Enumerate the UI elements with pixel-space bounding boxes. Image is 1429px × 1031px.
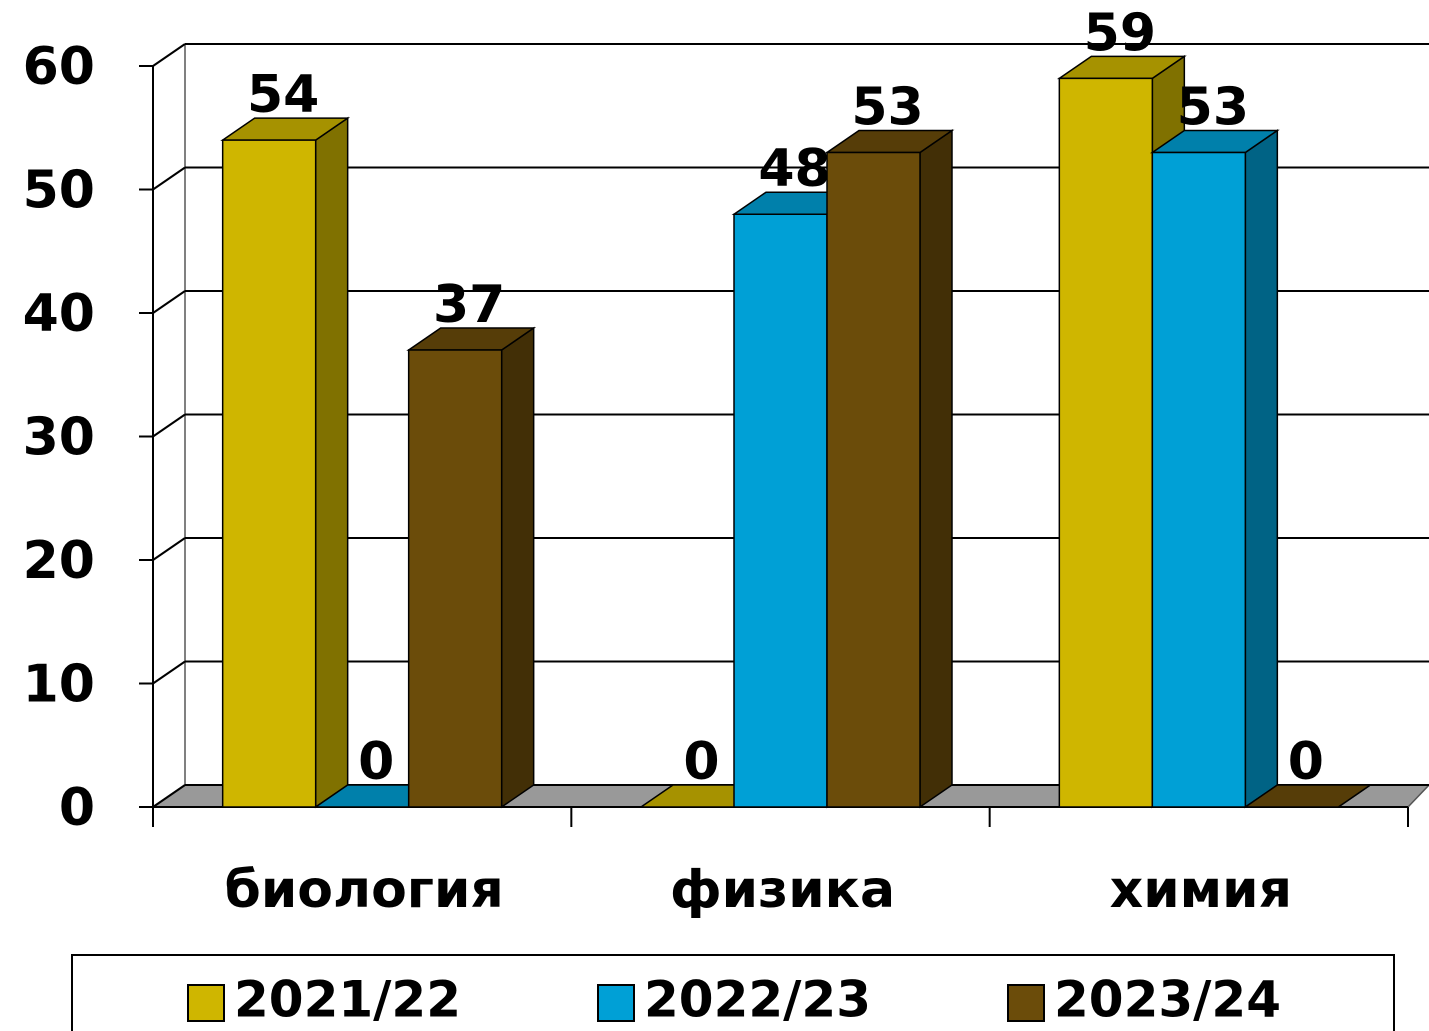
y-tick-label: 10 xyxy=(23,655,95,715)
y-tick-label: 60 xyxy=(23,37,95,97)
grid-line-side xyxy=(152,413,186,438)
legend-label: 2021/22 xyxy=(234,971,461,1029)
grid-line-side xyxy=(152,660,186,685)
y-tick-label: 50 xyxy=(23,161,95,221)
x-tick-label: химия xyxy=(1110,860,1292,920)
legend-swatch xyxy=(1007,984,1045,1022)
bar xyxy=(220,116,351,809)
y-tick-label: 40 xyxy=(23,284,95,344)
grid-line-side xyxy=(152,784,186,808)
value-label: 37 xyxy=(433,275,505,335)
bar xyxy=(824,129,955,809)
x-tick-label: физика xyxy=(670,860,895,920)
bar-front xyxy=(407,349,503,808)
value-label: 53 xyxy=(851,77,923,137)
value-label: 0 xyxy=(358,732,394,792)
y-tick-label: 0 xyxy=(59,778,95,838)
value-label: 59 xyxy=(1084,3,1156,63)
grid-line-side xyxy=(152,290,186,314)
legend-swatch xyxy=(597,984,635,1022)
legend-label: 2022/23 xyxy=(644,971,871,1029)
legend-box xyxy=(71,954,1395,1031)
value-label: 54 xyxy=(247,65,319,125)
value-label: 53 xyxy=(1177,77,1249,137)
bar-front xyxy=(221,139,317,808)
bar-side xyxy=(1244,129,1279,809)
bar xyxy=(1242,784,1373,808)
x-tick-label: биология xyxy=(225,860,504,920)
legend-label: 2023/24 xyxy=(1054,971,1281,1029)
bar xyxy=(406,326,537,809)
bar xyxy=(1149,129,1280,809)
grid-line-side xyxy=(152,43,186,67)
bar-front xyxy=(1151,151,1247,808)
grid-line-side xyxy=(152,537,186,561)
bar-top xyxy=(1242,784,1373,808)
value-label: 48 xyxy=(758,139,830,199)
value-label: 0 xyxy=(1288,732,1324,792)
value-label: 0 xyxy=(683,732,719,792)
bar-front xyxy=(1058,77,1154,808)
bar-front xyxy=(826,151,921,808)
y-tick-label: 30 xyxy=(23,408,95,468)
bar-front xyxy=(733,213,828,808)
legend-swatch xyxy=(187,984,225,1022)
bar-side xyxy=(314,116,349,809)
y-tick-label: 20 xyxy=(23,531,95,591)
grid-line-side xyxy=(152,166,186,191)
bar-side xyxy=(500,326,535,809)
bar-side xyxy=(919,129,953,809)
